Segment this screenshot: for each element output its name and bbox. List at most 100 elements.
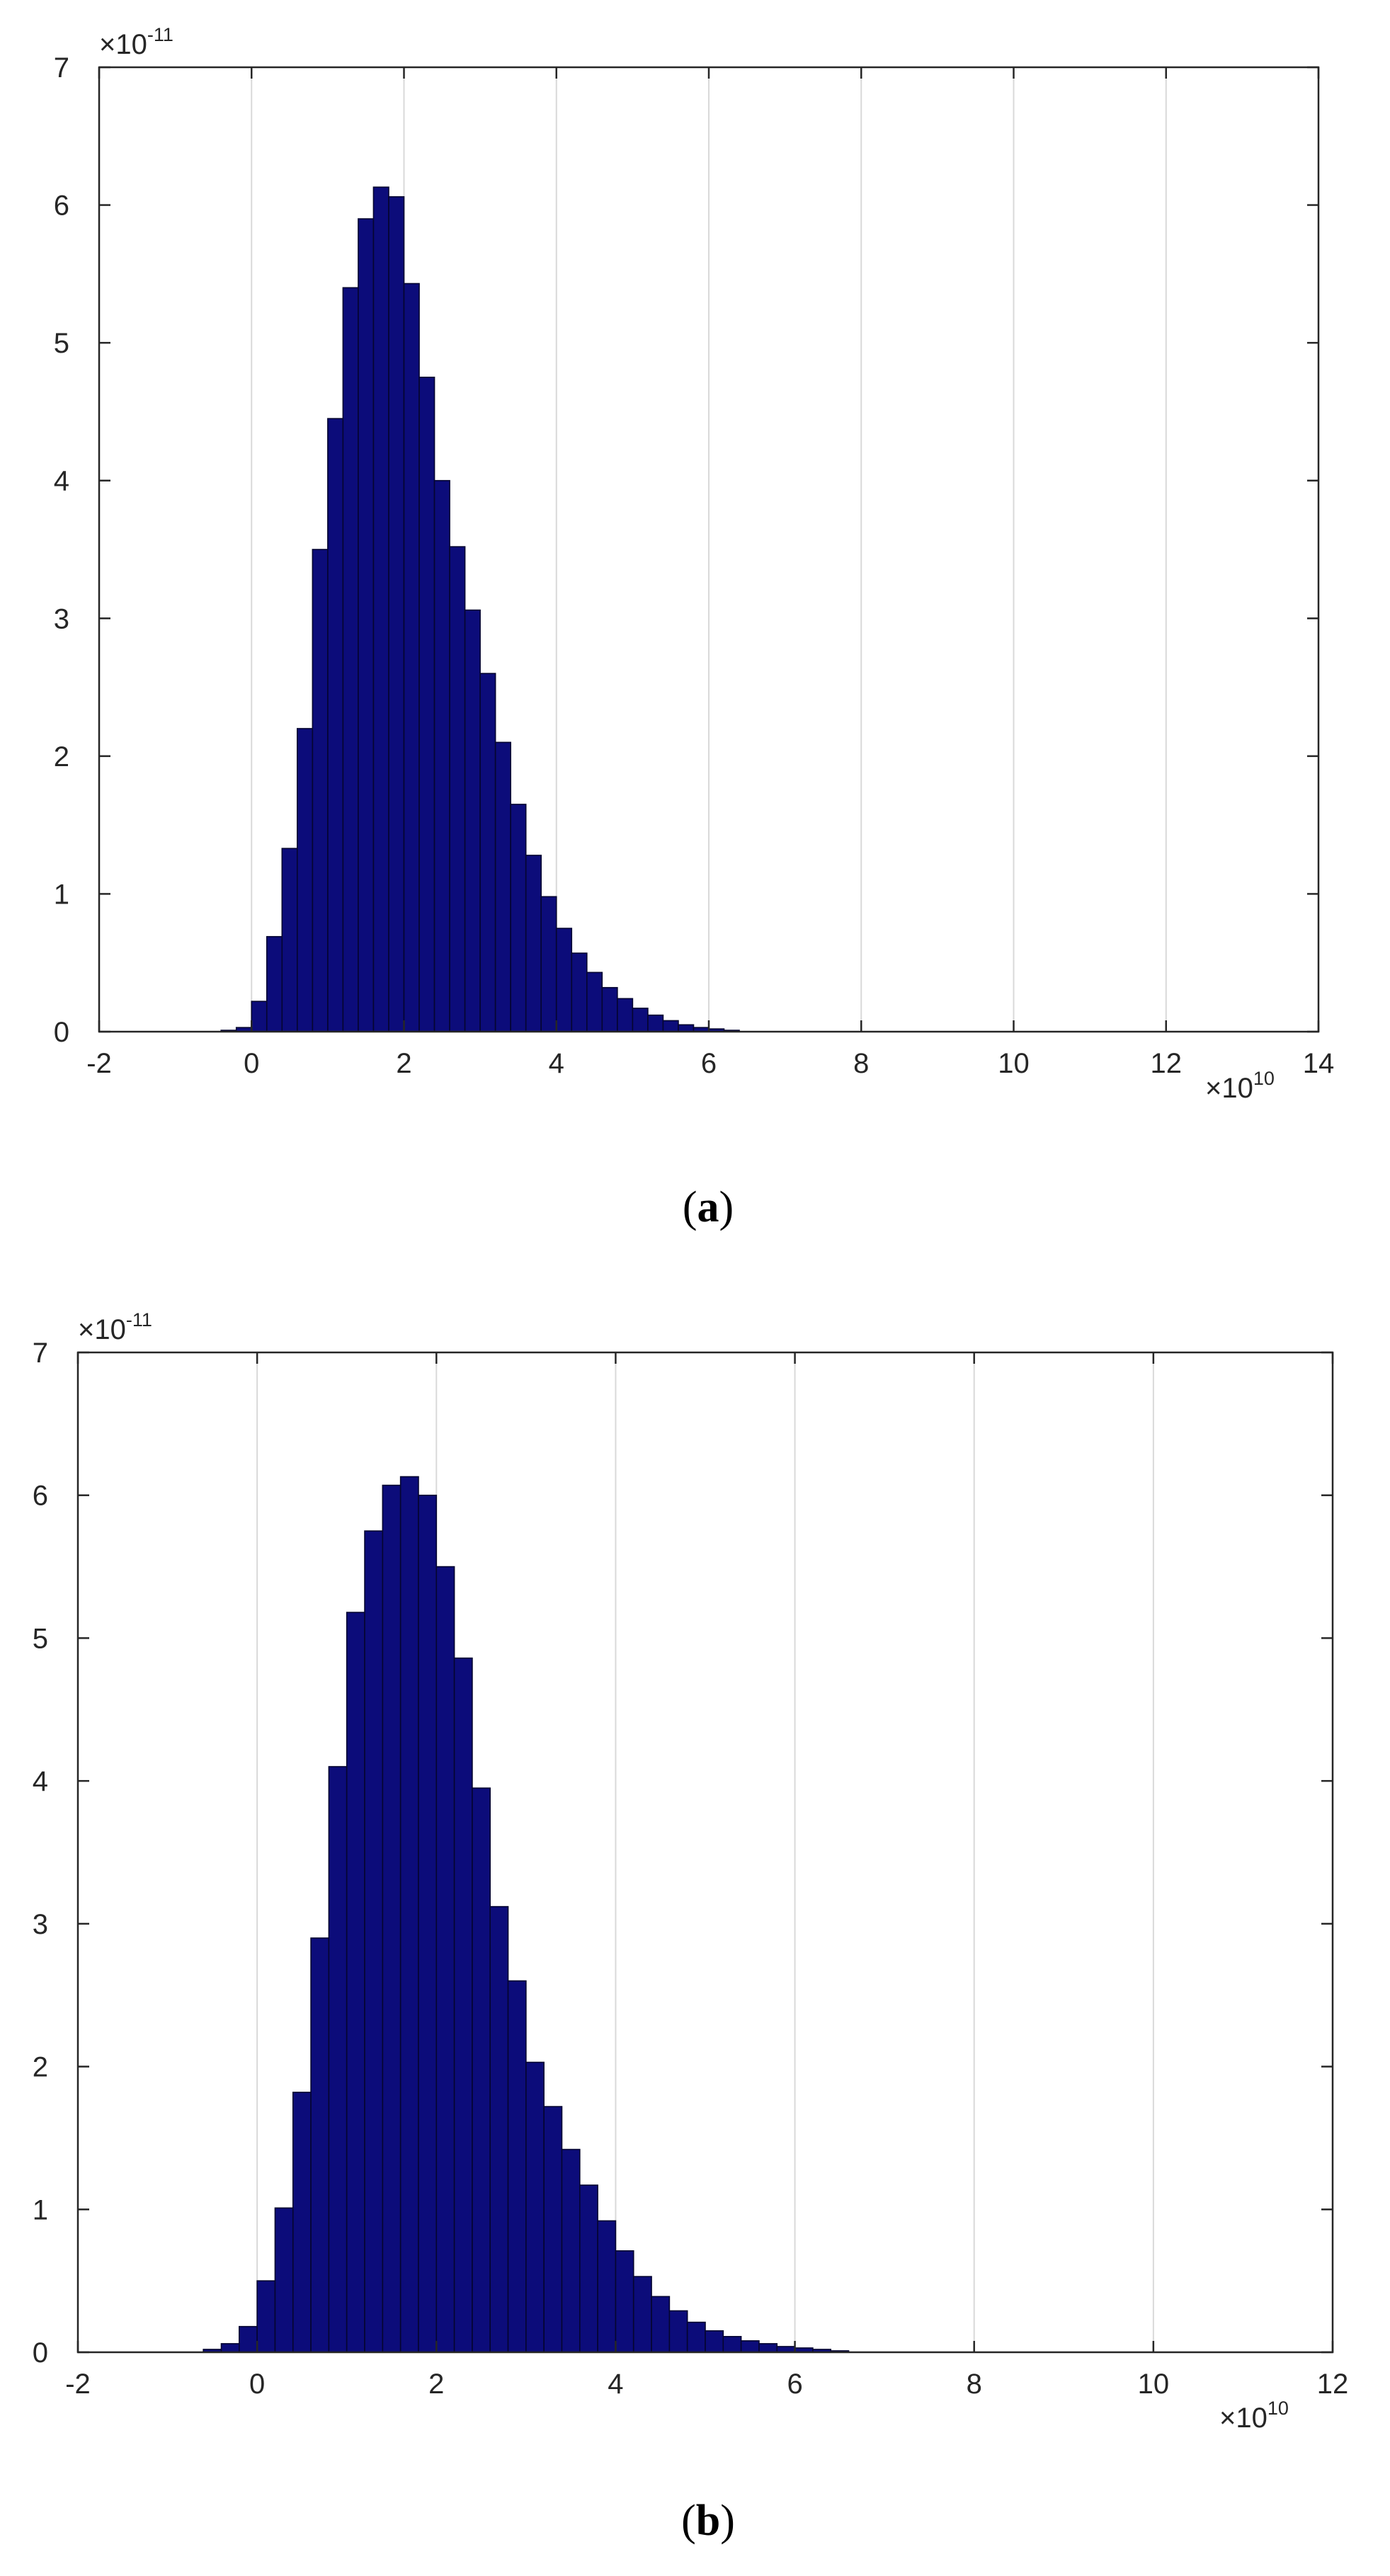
histogram-bar [740, 2340, 760, 2353]
histogram-bar [494, 741, 511, 1032]
histogram-bar [647, 1014, 664, 1032]
histogram-bar [632, 2276, 652, 2353]
histogram-bar [601, 986, 618, 1032]
x-tick-label: 2 [396, 1048, 411, 1079]
histogram-bar [399, 1476, 419, 2353]
x-tick-label: 4 [608, 2369, 623, 2400]
histogram-bar [586, 971, 603, 1032]
histogram-bar [507, 1980, 527, 2353]
histogram-bar [489, 1905, 509, 2353]
histogram-bar [251, 1001, 268, 1032]
y-exponent-a: ×10-11 [99, 24, 173, 60]
x-tick-label: 0 [249, 2369, 265, 2400]
histogram-bar [479, 673, 496, 1032]
y-tick-label: 4 [54, 466, 69, 497]
histogram-bar [312, 549, 329, 1032]
y-tick-label: 1 [54, 879, 69, 910]
histogram-bar [561, 2148, 581, 2353]
histogram-bar [328, 1766, 348, 2353]
histogram-bar [662, 1020, 679, 1032]
y-tick-label: 4 [33, 1766, 48, 1797]
y-tick-label: 5 [33, 1623, 48, 1654]
x-exponent-a: ×1010 [1205, 1068, 1275, 1104]
histogram-bar [615, 2250, 634, 2353]
histogram-bar [758, 2343, 778, 2353]
histogram-bar [382, 1484, 401, 2353]
histogram-bar [464, 609, 481, 1032]
histogram-bar [346, 1612, 365, 2353]
histogram-bar [449, 546, 466, 1032]
histogram-bar [555, 928, 573, 1032]
histogram-bar [327, 418, 344, 1032]
histogram-bar [358, 218, 375, 1032]
histogram-bar [453, 1657, 473, 2353]
tick-marks-b [76, 1351, 1334, 2354]
histogram-bar [525, 855, 542, 1032]
x-tick-label: 2 [428, 2369, 444, 2400]
histogram-bar [256, 2280, 276, 2353]
x-tick-label: 4 [549, 1048, 564, 1079]
histogram-bar [571, 952, 588, 1032]
x-tick-label: 12 [1317, 2369, 1349, 2400]
histogram-bar [543, 2106, 563, 2353]
histogram-bar [435, 1566, 455, 2353]
x-tick-label: 8 [853, 1048, 869, 1079]
x-tick-labels-a: -2 0 2 4 6 8 10 12 14 [86, 1048, 1334, 1079]
y-tick-label: 2 [33, 2052, 48, 2083]
histogram-bar [239, 2325, 258, 2353]
histogram-bar [310, 1937, 330, 2353]
x-tick-label: 6 [787, 2369, 802, 2400]
histogram-bar [372, 186, 389, 1032]
histogram-bar [668, 2310, 688, 2353]
histogram-bar [540, 896, 557, 1032]
histogram-bar [686, 2321, 706, 2353]
histogram-bar [274, 2207, 294, 2353]
x-tick-label: -2 [65, 2369, 91, 2400]
y-tick-label: 0 [33, 2337, 48, 2369]
histogram-bar [433, 479, 450, 1032]
y-tick-label: 5 [54, 328, 69, 359]
histogram-bar [597, 2220, 617, 2353]
x-tick-label: -2 [86, 1048, 112, 1079]
histogram-bar [418, 1494, 438, 2353]
y-tick-labels-b: 0 1 2 3 4 5 6 7 [33, 1338, 48, 2369]
histogram-bar [617, 998, 634, 1032]
histogram-bar [632, 1008, 649, 1032]
x-tick-label: 6 [701, 1048, 717, 1079]
histogram-bar [510, 804, 527, 1032]
x-tick-label: 12 [1151, 1048, 1183, 1079]
y-tick-label: 0 [54, 1017, 69, 1048]
x-tick-label: 8 [967, 2369, 982, 2400]
histogram-bar [678, 1024, 695, 1032]
histogram-bar [281, 848, 298, 1032]
y-exponent-b: ×10-11 [78, 1309, 152, 1345]
histogram-bar [472, 1787, 491, 2353]
x-tick-label: 0 [244, 1048, 259, 1079]
histogram-bar [388, 196, 405, 1032]
histogram-bar [722, 2336, 742, 2353]
histogram-bar [579, 2184, 598, 2353]
y-tick-label: 1 [33, 2194, 48, 2225]
histogram-bar [403, 283, 420, 1032]
histogram-bar [297, 728, 314, 1032]
tick-marks-a [98, 66, 1320, 1033]
histogram-bar [292, 2092, 312, 2353]
y-tick-label: 7 [54, 52, 69, 84]
y-tick-labels-a: 0 1 2 3 4 5 6 7 [54, 52, 69, 1048]
histogram-bar [525, 2061, 545, 2353]
x-tick-labels-b: -2 0 2 4 6 8 10 12 [65, 2369, 1348, 2400]
histogram-bars-b [203, 1476, 850, 2353]
caption-b: (b) [681, 2497, 735, 2545]
y-tick-label: 3 [54, 603, 69, 634]
histogram-bar [342, 287, 359, 1032]
y-tick-label: 6 [54, 190, 69, 222]
x-tick-label: 10 [1138, 2369, 1170, 2400]
histogram-bar [418, 376, 435, 1032]
y-tick-label: 7 [33, 1338, 48, 1369]
x-tick-label: 14 [1303, 1048, 1335, 1079]
plot-frame-b [76, 1351, 1334, 2354]
histogram-bar [705, 2330, 724, 2353]
